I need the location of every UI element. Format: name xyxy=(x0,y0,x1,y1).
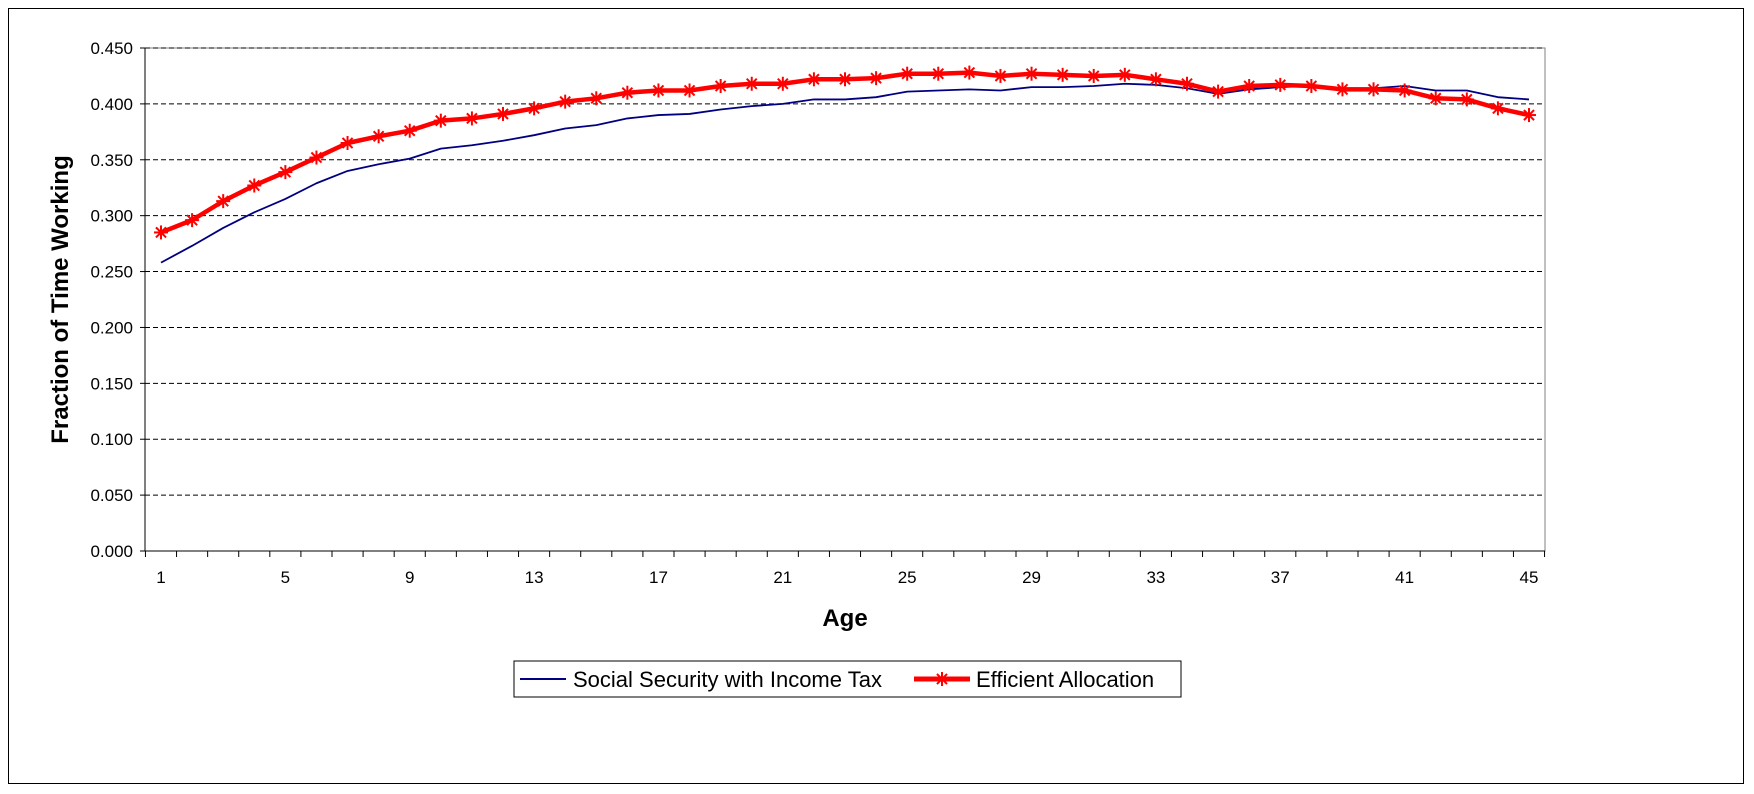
x-tick-labels: 1 5 9 13 17 21 25 29 33 37 41 45 xyxy=(156,568,1538,587)
x-tick-label: 41 xyxy=(1395,568,1414,587)
data-point-marker xyxy=(433,113,448,128)
data-point-marker xyxy=(1117,67,1132,82)
legend-label-social-security: Social Security with Income Tax xyxy=(573,667,882,692)
data-point-marker xyxy=(744,76,759,91)
y-tick-label: 0.300 xyxy=(90,207,133,226)
data-point-marker xyxy=(713,79,728,94)
data-point-marker xyxy=(838,72,852,87)
data-point-marker xyxy=(869,71,884,86)
data-point-marker xyxy=(1055,67,1070,82)
x-tick-label: 1 xyxy=(156,568,165,587)
data-point-marker xyxy=(496,106,510,121)
data-point-marker xyxy=(464,111,479,126)
data-point-marker xyxy=(589,91,604,106)
data-point-marker xyxy=(278,165,293,180)
data-point-marker xyxy=(651,83,666,98)
data-point-marker xyxy=(527,101,542,116)
x-tick-label: 37 xyxy=(1271,568,1290,587)
x-tick-label: 45 xyxy=(1520,568,1539,587)
x-tick-label: 25 xyxy=(898,568,917,587)
y-tick-label: 0.150 xyxy=(90,374,133,393)
data-point-marker xyxy=(216,194,231,209)
data-point-marker xyxy=(1180,76,1194,91)
grid-lines xyxy=(145,47,1545,496)
legend-box xyxy=(513,660,1182,698)
x-tick-label: 5 xyxy=(281,568,290,587)
data-point-marker xyxy=(1024,66,1039,81)
y-tick-label: 0.400 xyxy=(90,95,133,114)
y-tick-label: 0.100 xyxy=(90,430,133,449)
data-point-marker xyxy=(1148,72,1163,87)
data-point-marker xyxy=(1304,79,1319,94)
data-point-marker xyxy=(402,123,417,138)
data-point-marker xyxy=(1086,68,1101,83)
x-tick-label: 29 xyxy=(1022,568,1041,587)
data-point-marker xyxy=(1335,82,1350,97)
y-tick-label: 0.350 xyxy=(90,151,133,170)
data-point-marker xyxy=(154,225,168,240)
legend-asterisk xyxy=(935,672,949,686)
y-tick-labels: 0.000 0.050 0.100 0.150 0.200 0.250 0.300 0.350… xyxy=(90,39,133,561)
data-point-marker xyxy=(1211,84,1226,99)
x-tick-label: 21 xyxy=(773,568,792,587)
axes xyxy=(140,47,1546,557)
data-point-marker xyxy=(900,66,915,81)
data-point-marker xyxy=(1459,92,1474,107)
y-tick-label: 0.000 xyxy=(90,542,133,561)
x-tick-label: 33 xyxy=(1146,568,1165,587)
legend: Social Security with Income Tax Efficien… xyxy=(513,660,1182,698)
data-point-marker xyxy=(1366,82,1381,97)
data-point-marker xyxy=(371,129,386,144)
y-tick-label: 0.250 xyxy=(90,263,133,282)
data-point-marker xyxy=(993,68,1008,83)
data-point-marker xyxy=(185,213,200,228)
data-point-marker xyxy=(1490,101,1505,116)
data-point-marker xyxy=(1273,77,1288,92)
x-tick-label: 17 xyxy=(649,568,668,587)
data-point-marker xyxy=(1428,91,1443,106)
data-point-marker xyxy=(682,83,697,98)
data-point-marker xyxy=(1242,79,1257,94)
y-axis-title: Fraction of Time Working xyxy=(47,155,74,443)
data-point-marker xyxy=(558,94,573,109)
data-point-marker xyxy=(340,136,355,151)
data-point-marker xyxy=(620,85,635,100)
plot-area xyxy=(144,47,1546,552)
legend-marker-efficient-allocation xyxy=(935,672,949,686)
data-point-marker xyxy=(775,76,790,91)
data-point-marker xyxy=(247,178,262,193)
x-tick-label: 9 xyxy=(405,568,414,587)
data-point-marker xyxy=(1397,83,1412,98)
legend-label-efficient-allocation: Efficient Allocation xyxy=(976,667,1154,692)
y-tick-label: 0.450 xyxy=(90,39,133,58)
data-point-marker xyxy=(962,65,977,80)
x-tick-label: 13 xyxy=(525,568,544,587)
x-axis-title: Age xyxy=(822,605,867,632)
y-tick-label: 0.200 xyxy=(90,318,133,337)
data-point-marker xyxy=(931,66,946,81)
data-point-marker xyxy=(1522,108,1536,123)
data-point-marker xyxy=(806,72,821,87)
y-tick-label: 0.050 xyxy=(90,486,133,505)
series-lines xyxy=(154,65,1536,264)
data-point-marker xyxy=(309,150,324,165)
